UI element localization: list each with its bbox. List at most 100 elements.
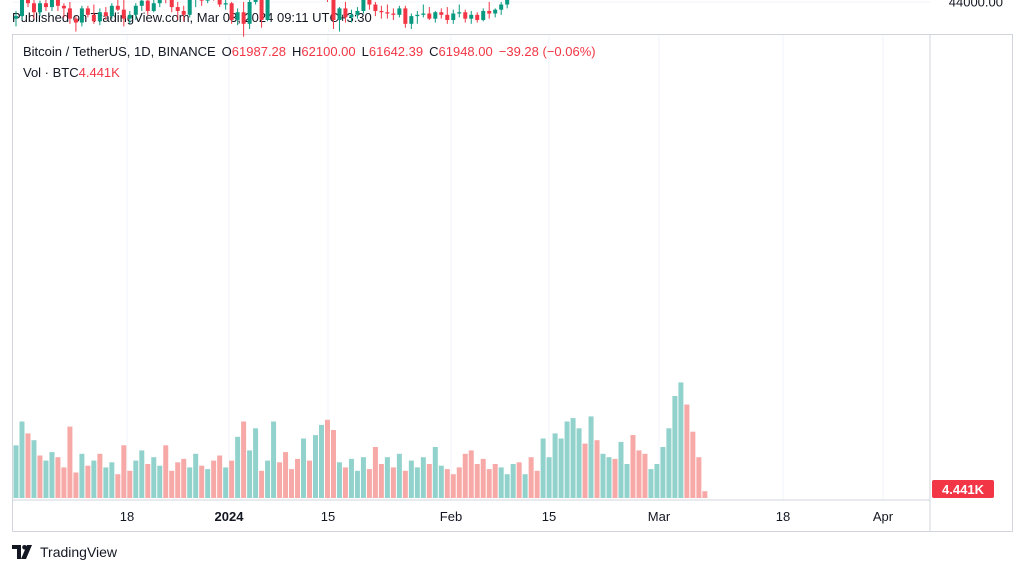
volume-bar (25, 433, 31, 498)
candle-body (139, 0, 144, 6)
volume-bar (336, 462, 342, 498)
candle-body (61, 5, 66, 9)
volume-bar (360, 457, 366, 498)
volume-bar (109, 462, 115, 498)
close-label: C (429, 44, 439, 59)
candle-body (217, 0, 222, 5)
volume-bar (342, 467, 348, 498)
volume-bar (600, 453, 606, 498)
candle-body (247, 1, 252, 24)
chart-frame[interactable] (12, 34, 1013, 532)
candle-body (265, 0, 270, 20)
volume-bar (49, 452, 55, 498)
candle-body (91, 14, 96, 22)
candle-body (49, 0, 54, 8)
volume-price-label: 4.441K (942, 482, 985, 497)
volume-bar (43, 460, 49, 498)
candle-body (451, 13, 456, 20)
volume-bar (289, 469, 295, 498)
volume-bar (414, 467, 420, 498)
volume-bar (121, 445, 127, 498)
candle-body (175, 7, 180, 11)
volume-bar (564, 421, 570, 498)
candle-body (469, 14, 474, 19)
candle-body (73, 18, 78, 23)
volume-bar (420, 457, 426, 498)
candle-body (361, 0, 366, 11)
volume-bar (265, 460, 271, 498)
volume-bar (504, 474, 510, 498)
volume-price-label-bg (932, 480, 994, 498)
candle-body (481, 10, 486, 20)
candle-body (187, 0, 192, 15)
x-tick-label: 15 (542, 509, 556, 524)
volume-bar (378, 464, 384, 498)
candle-body (19, 0, 24, 17)
candle-body (157, 0, 162, 4)
volume-bar (516, 462, 522, 498)
volume-bar (103, 467, 109, 498)
candle-body (331, 0, 336, 20)
candle-body (487, 10, 492, 14)
candle-body (37, 3, 42, 13)
volume-bar (223, 467, 229, 498)
candle-body (403, 8, 408, 24)
candle-body (355, 10, 360, 15)
candle-body (145, 0, 150, 11)
volume-bar (37, 455, 43, 498)
candle-body (337, 8, 342, 20)
candle-body (421, 13, 426, 15)
volume-bar (384, 457, 390, 498)
candle-body (31, 3, 36, 13)
open-value: 61987.28 (231, 44, 287, 59)
volume-bar (193, 453, 199, 498)
tradingview-logo-icon[interactable] (12, 545, 36, 559)
volume-bar (588, 416, 594, 498)
volume-bar (330, 430, 336, 498)
volume-bar (151, 457, 157, 498)
volume-bar (606, 457, 612, 498)
volume-bar (145, 464, 151, 498)
volume-bar (702, 491, 708, 498)
x-tick-label: Mar (648, 509, 671, 524)
volume-bar (187, 467, 193, 498)
volume-bar (97, 453, 103, 498)
volume-bar (636, 450, 642, 498)
candle-body (463, 12, 468, 19)
volume-bar (307, 460, 313, 498)
volume-value: 4.441K (78, 65, 120, 80)
tradingview-brand[interactable]: TradingView (40, 544, 118, 560)
candle-body (223, 3, 228, 5)
volume-bar (576, 428, 582, 498)
high-value: 62100.00 (301, 44, 356, 59)
volume-label[interactable]: Vol · BTC (23, 65, 79, 80)
candle-body (499, 4, 504, 10)
volume-bar (295, 458, 301, 498)
symbol-name[interactable]: Bitcoin / TetherUS, 1D, BINANCE (23, 44, 216, 59)
candle-body (379, 10, 384, 13)
volume-bar (678, 382, 684, 498)
volume-bar (510, 464, 516, 498)
candle-body (133, 5, 138, 15)
volume-bar (157, 465, 163, 498)
volume-bar (474, 464, 480, 498)
volume-bar (468, 450, 474, 498)
volume-bar (127, 470, 133, 498)
volume-bar (199, 465, 205, 498)
volume-bar (259, 470, 265, 498)
volume-bar (618, 441, 624, 498)
candle-body (367, 0, 372, 5)
candle-body (169, 0, 174, 8)
candle-body (235, 12, 240, 20)
volume-bar (277, 462, 283, 498)
candle-body (43, 3, 48, 8)
volume-bar (133, 460, 139, 498)
candle-body (181, 10, 186, 15)
close-value: 61948.00 (438, 44, 493, 59)
volume-bar (696, 457, 702, 498)
volume-bar (570, 418, 576, 498)
volume-bar (486, 469, 492, 498)
volume-bar (594, 440, 600, 498)
volume-bar (366, 469, 372, 498)
